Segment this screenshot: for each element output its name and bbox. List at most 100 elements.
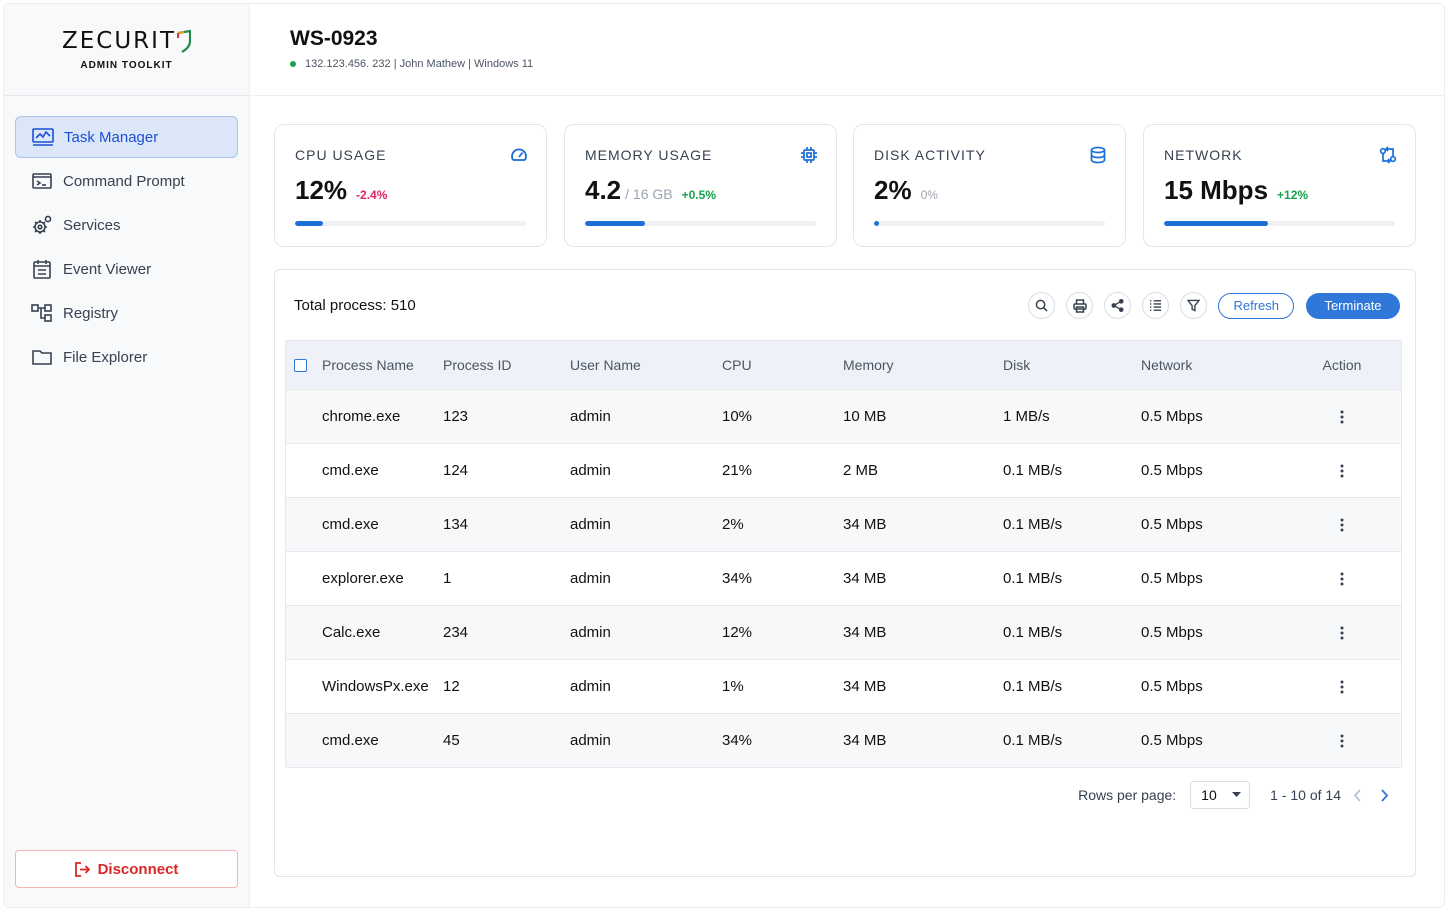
total-process-count: Total process: 510 <box>294 297 416 314</box>
cell-disk: 0.1 MB/s <box>1003 516 1063 533</box>
column-header-user-name[interactable]: User Name <box>570 357 641 373</box>
table-row[interactable]: cmd.exe 124 admin 21% 2 MB 0.1 MB/s 0.5 Mbps <box>286 443 1401 497</box>
progress-track <box>295 221 526 226</box>
sidebar-item-event-viewer[interactable]: Event Viewer <box>15 248 238 290</box>
table-row[interactable]: chrome.exe 123 admin 10% 10 MB 1 MB/s 0.5 Mbps <box>286 389 1401 443</box>
search-button[interactable] <box>1028 292 1056 319</box>
card-value: 4.2 <box>585 175 622 205</box>
chevron-left-icon <box>1353 788 1361 802</box>
cell-process-name: cmd.exe <box>322 462 379 479</box>
sidebar-item-file-explorer[interactable]: File Explorer <box>15 336 238 378</box>
sidebar-item-label: Task Manager <box>64 128 159 146</box>
progress-fill <box>585 221 646 226</box>
previous-page-button[interactable] <box>1353 788 1362 802</box>
workstation-os: Windows 11 <box>474 58 534 70</box>
cell-process-name: explorer.exe <box>322 570 404 587</box>
network-icon <box>1379 146 1397 169</box>
column-list-button[interactable] <box>1142 292 1170 319</box>
card-value: 2% <box>874 175 912 205</box>
cell-process-id: 234 <box>443 624 469 641</box>
row-action-cell <box>1312 460 1372 482</box>
card-delta: +0.5% <box>681 188 716 202</box>
meta-separator: | <box>465 58 475 70</box>
column-header-cpu[interactable]: CPU <box>722 357 752 373</box>
table-row[interactable]: cmd.exe 134 admin 2% 34 MB 0.1 MB/s 0.5 Mbps <box>286 497 1401 551</box>
share-icon <box>1111 299 1125 312</box>
chevron-right-icon <box>1381 788 1389 802</box>
more-vertical-icon <box>1340 734 1344 747</box>
rows-per-page-select[interactable]: 10 <box>1190 781 1251 809</box>
cell-network: 0.5 Mbps <box>1141 732 1203 749</box>
next-page-button[interactable] <box>1380 788 1389 802</box>
cell-user-name: admin <box>570 624 611 641</box>
workstation-ip: 132.123.456. 232 <box>305 58 391 70</box>
logout-icon <box>74 861 90 877</box>
row-menu-button[interactable] <box>1333 568 1351 590</box>
refresh-button[interactable]: Refresh <box>1218 292 1294 319</box>
workstation-header: WS-0923 132.123.456. 232 | John Mathew |… <box>251 4 1444 96</box>
cell-cpu: 12% <box>722 624 753 641</box>
brand-name: ZECURIT <box>62 28 176 54</box>
row-menu-button[interactable] <box>1333 460 1351 482</box>
more-vertical-icon <box>1340 572 1344 585</box>
cell-process-id: 45 <box>443 732 460 749</box>
cell-cpu: 34% <box>722 570 753 587</box>
column-header-memory[interactable]: Memory <box>843 357 894 373</box>
terminate-button[interactable]: Terminate <box>1306 292 1400 319</box>
cell-disk: 0.1 MB/s <box>1003 624 1063 641</box>
cell-user-name: admin <box>570 570 611 587</box>
sidebar-item-registry[interactable]: Registry <box>15 292 238 334</box>
table-row[interactable]: Calc.exe 234 admin 12% 34 MB 0.1 MB/s 0.5 Mbps <box>286 605 1401 659</box>
cell-memory: 34 MB <box>843 624 887 641</box>
card-value: 12% <box>295 175 348 205</box>
table-row[interactable]: WindowsPx.exe 12 admin 1% 34 MB 0.1 MB/s 0.5 M… <box>286 659 1401 713</box>
sidebar-item-task-manager[interactable]: Task Manager <box>15 116 238 158</box>
print-icon <box>1073 298 1087 313</box>
print-button[interactable] <box>1066 292 1094 319</box>
process-toolbar: Refresh Terminate <box>1017 292 1400 319</box>
network-card: NETWORK 15 Mbps +12% <box>1143 124 1416 247</box>
row-menu-button[interactable] <box>1333 406 1351 428</box>
share-button[interactable] <box>1104 292 1132 319</box>
table-row[interactable]: explorer.exe 1 admin 34% 34 MB 0.1 MB/s 0.5 Mb… <box>286 551 1401 605</box>
cell-user-name: admin <box>570 516 611 533</box>
database-icon <box>1089 146 1107 169</box>
terminal-icon <box>31 170 53 192</box>
table-row[interactable]: cmd.exe 45 admin 34% 34 MB 0.1 MB/s 0.5 Mbps <box>286 713 1401 767</box>
brand-subtitle: ADMIN TOOLKIT <box>80 60 173 71</box>
select-all-checkbox[interactable] <box>294 358 307 372</box>
cell-process-id: 134 <box>443 516 469 533</box>
row-menu-button[interactable] <box>1333 676 1351 698</box>
sidebar-item-label: Registry <box>63 304 119 322</box>
online-status-dot <box>290 61 296 67</box>
row-action-cell <box>1312 568 1372 590</box>
column-header-process-id[interactable]: Process ID <box>443 357 512 373</box>
card-value-row: 4.2 / 16 GB +0.5% <box>585 175 716 206</box>
workstation-user: John Mathew <box>399 58 466 70</box>
more-vertical-icon <box>1340 464 1344 477</box>
disk-activity-card: DISK ACTIVITY 2% 0% <box>853 124 1126 247</box>
progress-fill <box>295 221 323 226</box>
sidebar-item-label: Event Viewer <box>63 260 152 278</box>
sidebar-item-services[interactable]: Services <box>15 204 238 246</box>
column-header-disk[interactable]: Disk <box>1003 357 1031 373</box>
row-menu-button[interactable] <box>1333 514 1351 536</box>
column-header-network[interactable]: Network <box>1141 357 1193 373</box>
select-all-cell <box>286 358 322 372</box>
sidebar-item-command-prompt[interactable]: Command Prompt <box>15 160 238 202</box>
page-title: WS-0923 <box>290 27 378 50</box>
filter-button[interactable] <box>1180 292 1208 319</box>
row-menu-button[interactable] <box>1333 622 1351 644</box>
column-header-process-name[interactable]: Process Name <box>322 357 414 373</box>
process-table: Process Name Process ID User Name CPU Me… <box>285 340 1402 768</box>
cell-cpu: 10% <box>722 408 753 425</box>
cell-user-name: admin <box>570 678 611 695</box>
cell-network: 0.5 Mbps <box>1141 570 1203 587</box>
hierarchy-icon <box>31 302 53 324</box>
cell-process-name: cmd.exe <box>322 732 379 749</box>
disconnect-button[interactable]: Disconnect <box>15 850 238 888</box>
row-menu-button[interactable] <box>1333 730 1351 752</box>
gears-icon <box>31 214 53 236</box>
cell-process-name: Calc.exe <box>322 624 381 641</box>
card-delta: +12% <box>1277 188 1309 202</box>
